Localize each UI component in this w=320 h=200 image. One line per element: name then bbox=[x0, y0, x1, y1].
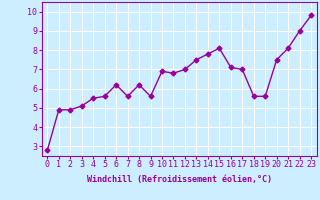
X-axis label: Windchill (Refroidissement éolien,°C): Windchill (Refroidissement éolien,°C) bbox=[87, 175, 272, 184]
